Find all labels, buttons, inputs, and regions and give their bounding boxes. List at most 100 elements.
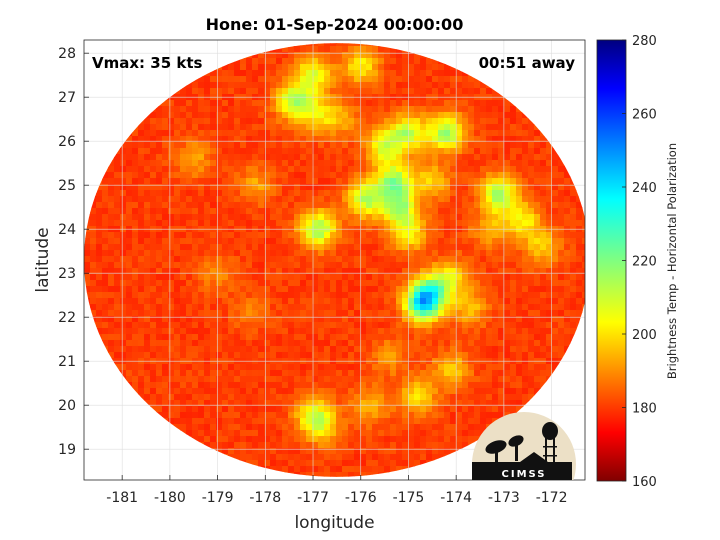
heatmap-cell (558, 172, 565, 179)
heatmap-cell (462, 214, 469, 221)
heatmap-cell (396, 280, 403, 287)
heatmap-cell (270, 262, 277, 269)
heatmap-cell (252, 310, 259, 317)
heatmap-cell (180, 352, 187, 359)
heatmap-cell (240, 424, 247, 431)
heatmap-cell (210, 184, 217, 191)
heatmap-cell (372, 454, 379, 461)
heatmap-cell (120, 280, 127, 287)
heatmap-cell (144, 124, 151, 131)
heatmap-cell (492, 292, 499, 299)
heatmap-cell (360, 166, 367, 173)
heatmap-cell (444, 232, 451, 239)
heatmap-cell (582, 250, 585, 257)
heatmap-cell (246, 166, 253, 173)
heatmap-cell (174, 208, 181, 215)
heatmap-cell (348, 196, 355, 203)
heatmap-cell (552, 298, 559, 305)
heatmap-cell (420, 244, 427, 251)
heatmap-cell (372, 166, 379, 173)
heatmap-cell (522, 178, 529, 185)
heatmap-cell (174, 256, 181, 263)
heatmap-cell (306, 142, 313, 149)
heatmap-cell (342, 424, 349, 431)
heatmap-cell (408, 364, 415, 371)
heatmap-cell (306, 118, 313, 125)
heatmap-cell (282, 196, 289, 203)
heatmap-cell (522, 364, 529, 371)
heatmap-cell (420, 70, 427, 77)
heatmap-cell (270, 448, 277, 455)
heatmap-cell (510, 340, 517, 347)
heatmap-cell (132, 148, 139, 155)
heatmap-cell (216, 88, 223, 95)
heatmap-cell (336, 172, 343, 179)
heatmap-cell (126, 274, 133, 281)
heatmap-cell (306, 436, 313, 443)
heatmap-cell (414, 154, 421, 161)
heatmap-cell (336, 52, 343, 59)
heatmap-cell (498, 352, 505, 359)
heatmap-cell (444, 154, 451, 161)
heatmap-cell (318, 184, 325, 191)
heatmap-cell (522, 262, 529, 269)
heatmap-cell (138, 370, 145, 377)
heatmap-cell (168, 292, 175, 299)
heatmap-cell (534, 352, 541, 359)
heatmap-cell (192, 406, 199, 413)
heatmap-cell (330, 460, 337, 467)
heatmap-cell (378, 328, 385, 335)
heatmap-cell (108, 178, 115, 185)
heatmap-cell (354, 436, 361, 443)
heatmap-cell (396, 166, 403, 173)
heatmap-cell (372, 388, 379, 395)
heatmap-cell (354, 52, 361, 59)
heatmap-cell (402, 52, 409, 59)
heatmap-cell (360, 232, 367, 239)
heatmap-cell (312, 352, 319, 359)
heatmap-cell (258, 274, 265, 281)
heatmap-cell (240, 292, 247, 299)
heatmap-cell (414, 178, 421, 185)
heatmap-cell (186, 394, 193, 401)
heatmap-cell (300, 472, 307, 477)
heatmap-cell (138, 346, 145, 353)
heatmap-cell (264, 424, 271, 431)
heatmap-cell (222, 166, 229, 173)
heatmap-cell (324, 268, 331, 275)
heatmap-cell (432, 382, 439, 389)
heatmap-cell (486, 232, 493, 239)
heatmap-cell (276, 64, 283, 71)
heatmap-cell (354, 418, 361, 425)
heatmap-cell (90, 220, 97, 227)
heatmap-cell (342, 352, 349, 359)
heatmap-cell (582, 268, 585, 275)
heatmap-cell (456, 418, 463, 425)
heatmap-cell (474, 202, 481, 209)
heatmap-cell (174, 262, 181, 269)
heatmap-cell (198, 202, 205, 209)
heatmap-cell (354, 58, 361, 65)
heatmap-cell (450, 112, 457, 119)
heatmap-cell (462, 406, 469, 413)
heatmap-cell (246, 274, 253, 281)
heatmap-cell (336, 436, 343, 443)
heatmap-cell (420, 316, 427, 323)
heatmap-cell (432, 274, 439, 281)
heatmap-cell (384, 322, 391, 329)
heatmap-cell (264, 316, 271, 323)
heatmap-cell (540, 328, 547, 335)
heatmap-cell (534, 136, 541, 143)
heatmap-cell (246, 388, 253, 395)
heatmap-cell (456, 130, 463, 137)
heatmap-cell (318, 232, 325, 239)
heatmap-cell (318, 208, 325, 215)
heatmap-cell (282, 370, 289, 377)
heatmap-cell (390, 454, 397, 461)
heatmap-cell (414, 58, 421, 65)
heatmap-cell (372, 322, 379, 329)
heatmap-cell (120, 340, 127, 347)
heatmap-cell (276, 352, 283, 359)
heatmap-cell (258, 460, 265, 467)
heatmap-cell (414, 454, 421, 461)
